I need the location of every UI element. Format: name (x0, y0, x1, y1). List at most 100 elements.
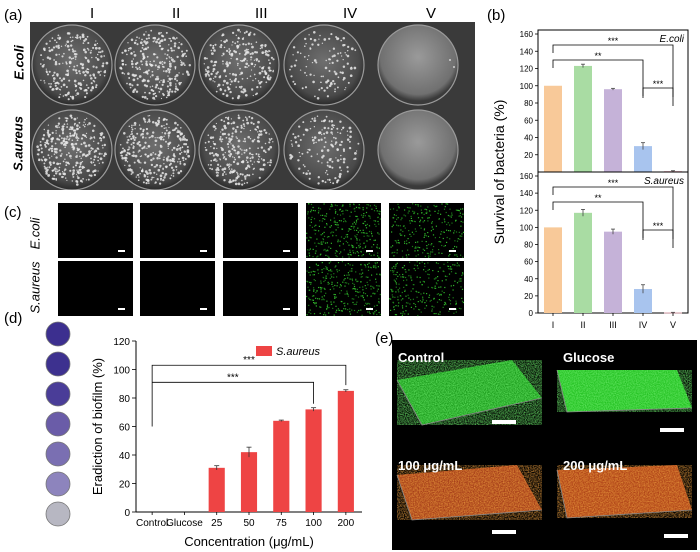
fluorescence-image (140, 203, 215, 258)
confocal-tile-200 (556, 465, 693, 538)
panel-e-label: (e) (375, 330, 394, 347)
bar-II (574, 65, 592, 172)
significance-label: ** (594, 193, 602, 203)
wells-group (45, 321, 71, 527)
petri-plate (31, 24, 113, 106)
col-label-I: I (90, 5, 95, 22)
y-tick-label: 100 (520, 82, 534, 91)
x-tick-label: III (609, 320, 617, 330)
y-tick-label: 40 (119, 451, 131, 462)
significance-label: *** (227, 372, 239, 383)
bar-25 (208, 467, 225, 512)
petri-plate (377, 24, 459, 106)
y-tick-label: 0 (529, 309, 534, 318)
y-tick-label: 160 (520, 172, 534, 181)
colonies (36, 114, 107, 186)
scale-bar (366, 308, 373, 310)
row-label-ecoli-c: E.coli (27, 217, 43, 250)
biofilm-box-edge (556, 469, 693, 519)
row-label-saureus-a: S.aureus (10, 116, 26, 171)
x-tick-label: 75 (276, 518, 288, 529)
fluorescence-image (58, 261, 133, 316)
tile-label-control: Control (398, 350, 445, 365)
panel-a-plates (30, 22, 475, 190)
chart-title: E.coli (660, 34, 685, 45)
colonies (119, 114, 191, 185)
colonies (289, 31, 357, 100)
scale-bar (492, 530, 516, 534)
y-tick-label: 60 (524, 116, 533, 125)
row-label-saureus-c: S.aureus (27, 261, 43, 314)
significance-bracket (642, 87, 674, 106)
y-axis-label: Eradiction of biofilm (%) (90, 358, 105, 495)
scale-bar (200, 250, 207, 252)
biofilm-texture (557, 370, 692, 412)
x-tick-label: Glucose (166, 518, 203, 529)
significance-bracket (152, 381, 314, 404)
biofilm-texture (397, 360, 542, 425)
confocal-tile-100 (396, 465, 543, 534)
colonies (204, 114, 274, 186)
bar-200 (337, 390, 354, 512)
y-tick-label: 20 (119, 480, 131, 491)
y-tick-label: 120 (113, 337, 130, 348)
y-tick-label: 100 (520, 223, 534, 232)
bar-III (604, 231, 622, 313)
live-bacteria (389, 261, 464, 317)
petri-plate (283, 109, 365, 190)
bar-100 (305, 409, 322, 512)
scale-bar (283, 250, 290, 252)
live-bacteria (389, 203, 465, 258)
panel-d-label: (d) (4, 310, 23, 327)
y-tick-label: 40 (524, 134, 533, 143)
confocal-tile-control (396, 360, 543, 426)
confocal-tile-glucose (556, 369, 693, 432)
bar-75 (273, 420, 290, 512)
scale-bar (200, 308, 207, 310)
fluorescence-image (389, 203, 464, 258)
fluorescence-image (58, 203, 133, 258)
col-label-V: V (426, 5, 437, 22)
significance-bracket (642, 229, 674, 248)
y-tick-label: 120 (520, 65, 534, 74)
y-tick-label: 40 (524, 275, 533, 284)
tile-label-200: 200 μg/mL (563, 458, 628, 473)
legend-swatch (256, 346, 272, 356)
significance-bracket (552, 186, 674, 239)
bar-V (664, 312, 682, 314)
scale-bar (449, 250, 456, 252)
significance-label: *** (243, 355, 255, 366)
crystal-violet-well (45, 411, 71, 437)
x-tick-label: II (580, 320, 585, 330)
col-label-III: III (255, 5, 268, 22)
x-tick-label: 50 (243, 518, 255, 529)
colonies (119, 29, 191, 100)
crystal-violet-wells (45, 321, 71, 527)
significance-label: *** (653, 79, 664, 89)
y-tick-label: 120 (520, 206, 534, 215)
crystal-violet-well (45, 471, 71, 497)
bar-IV (634, 146, 652, 172)
x-tick-label: Control (136, 518, 168, 529)
y-tick-label: 80 (524, 241, 533, 250)
y-tick-label: 20 (524, 292, 533, 301)
fluorescence-image (306, 203, 381, 258)
x-tick-label: I (552, 320, 555, 330)
scale-bar (283, 308, 290, 310)
biofilm-texture (557, 465, 692, 518)
scale-bar (118, 308, 125, 310)
bar-I (544, 227, 562, 313)
bar-II (574, 212, 592, 313)
colonies (289, 115, 360, 185)
scale-bar (660, 428, 684, 432)
biofilm-box-edge (396, 474, 543, 521)
x-tick-label: 25 (211, 518, 223, 529)
fluorescence-image (223, 261, 298, 316)
bar-I (544, 85, 562, 172)
legend-label: S.aureus (276, 346, 321, 358)
panel-c-label: (c) (4, 204, 22, 221)
petri-plate (198, 109, 280, 190)
crystal-violet-well (45, 441, 71, 467)
